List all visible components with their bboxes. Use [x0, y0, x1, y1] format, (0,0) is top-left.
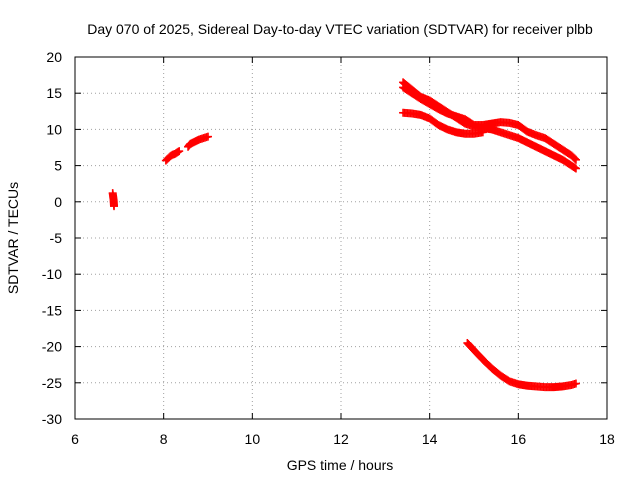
data-point	[478, 128, 487, 137]
data-point	[110, 202, 119, 211]
y-tick-label: -10	[42, 266, 62, 282]
data-point	[570, 154, 579, 163]
y-tick-label: -5	[50, 230, 63, 246]
y-axis-label: SDTVAR / TECUs	[5, 182, 21, 294]
y-tick-labels: 20 15 10 5 0 -5 -10 -15 -20 -25 -30	[42, 49, 62, 427]
y-tick-label: -15	[42, 302, 62, 318]
series-seg-g	[463, 338, 580, 392]
data-points	[108, 78, 580, 392]
x-tick-label: 12	[333, 431, 349, 447]
x-tick-label: 8	[160, 431, 168, 447]
y-tick-label: 10	[46, 121, 62, 137]
y-tick-label: 15	[46, 85, 62, 101]
data-point	[175, 147, 184, 156]
data-point	[571, 164, 580, 173]
series-seg-c	[184, 132, 212, 151]
x-tick-labels: 6 8 10 12 14 16 18	[71, 431, 615, 447]
x-tick-label: 18	[599, 431, 615, 447]
x-axis-label: GPS time / hours	[287, 457, 394, 473]
x-tick-label: 6	[71, 431, 79, 447]
y-tick-label: -20	[42, 339, 62, 355]
series-seg-a	[108, 189, 119, 211]
data-point	[571, 155, 580, 164]
data-point	[204, 132, 212, 141]
series-seg-b	[161, 147, 184, 165]
series-seg-e	[399, 83, 580, 164]
y-tick-label: 20	[46, 49, 62, 65]
chart-title: Day 070 of 2025, Sidereal Day-to-day VTE…	[87, 21, 593, 37]
y-tick-label: 5	[54, 158, 62, 174]
x-tick-label: 16	[511, 431, 527, 447]
data-point	[571, 379, 580, 388]
y-tick-label: -30	[42, 411, 62, 427]
x-tick-label: 10	[245, 431, 261, 447]
axis-ticks	[74, 56, 608, 420]
y-tick-label: 0	[54, 194, 62, 210]
series-seg-f	[399, 108, 487, 138]
x-tick-label: 14	[422, 431, 438, 447]
y-tick-label: -25	[42, 375, 62, 391]
